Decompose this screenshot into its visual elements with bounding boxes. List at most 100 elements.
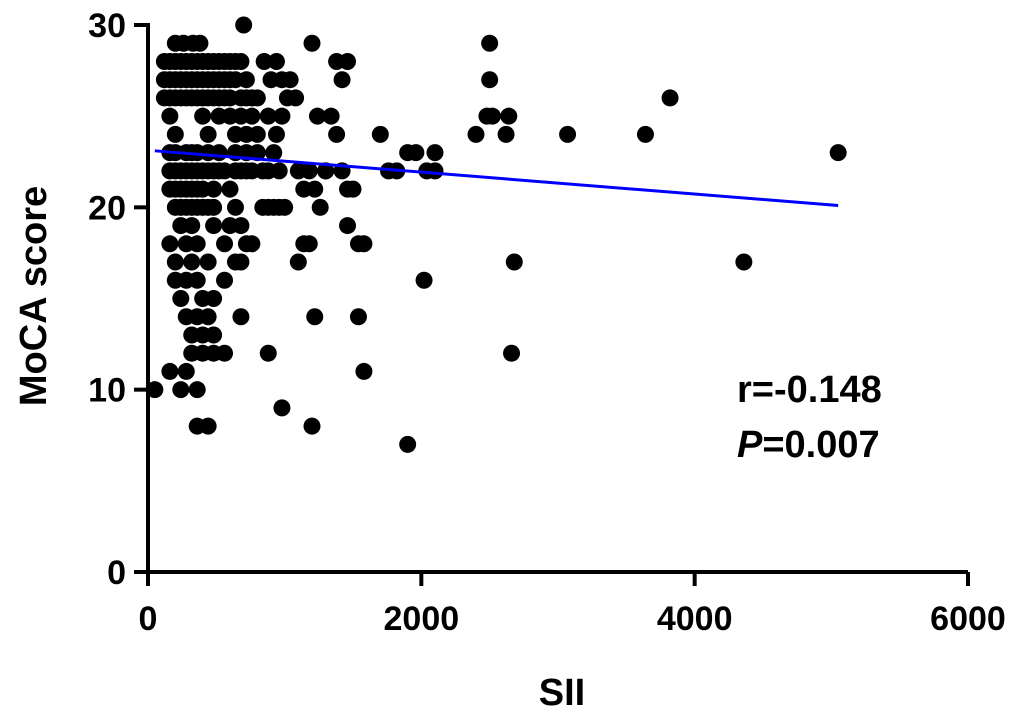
x-tick-label: 0 [139, 600, 158, 638]
data-point [194, 107, 212, 125]
data-point [188, 381, 206, 399]
data-point [248, 144, 266, 162]
data-point [735, 253, 753, 271]
data-point [226, 198, 244, 216]
data-point [177, 362, 195, 380]
data-point [306, 180, 324, 198]
data-point [661, 89, 679, 107]
p-value: =0.007 [762, 424, 879, 466]
data-point [273, 107, 291, 125]
correlation-annotation: r=-0.148 P=0.007 [737, 369, 882, 466]
data-point [232, 52, 250, 70]
data-point [344, 180, 362, 198]
regression-line [154, 149, 839, 208]
data-point [303, 34, 321, 52]
data-point [481, 34, 499, 52]
data-point [300, 235, 318, 253]
p-value-label: P=0.007 [737, 424, 880, 466]
data-point [426, 144, 444, 162]
data-point [308, 107, 326, 125]
data-point [355, 235, 373, 253]
p-symbol: P [737, 424, 763, 466]
data-point [303, 417, 321, 435]
data-point [199, 253, 217, 271]
data-point [306, 308, 324, 326]
data-point [161, 362, 179, 380]
x-tick-label: 6000 [930, 600, 1006, 638]
data-point [161, 235, 179, 253]
data-point [328, 52, 346, 70]
data-point [146, 381, 164, 399]
plot-area: 0 2000 4000 6000 0 10 20 30 [88, 7, 1006, 638]
data-point [188, 235, 206, 253]
data-point [210, 144, 228, 162]
x-tick-label: 4000 [657, 600, 733, 638]
data-point [349, 308, 367, 326]
data-point [199, 417, 217, 435]
data-point [262, 71, 280, 89]
data-point [205, 326, 223, 344]
data-point [265, 144, 283, 162]
axis-ticks: 0 2000 4000 6000 0 10 20 30 [88, 7, 1006, 638]
data-point [216, 271, 234, 289]
data-point [166, 253, 184, 271]
data-point [199, 308, 217, 326]
data-point [191, 34, 209, 52]
data-point [205, 290, 223, 307]
data-point [311, 198, 329, 216]
data-point [287, 89, 305, 107]
data-point [232, 217, 250, 235]
data-point [205, 180, 223, 198]
data-point [339, 217, 357, 235]
data-point [270, 162, 288, 180]
data-point [481, 71, 499, 89]
data-point [183, 253, 201, 271]
data-point [317, 162, 335, 180]
data-point [248, 125, 266, 143]
data-point [216, 344, 234, 362]
data-point [232, 308, 250, 326]
data-point [232, 253, 250, 271]
data-point [243, 235, 261, 253]
r-value-label: r=-0.148 [737, 369, 882, 411]
data-point [166, 125, 184, 143]
data-point [829, 144, 847, 162]
data-point [289, 253, 307, 271]
data-point [248, 89, 266, 107]
data-point [505, 253, 523, 271]
data-point [636, 125, 654, 143]
y-tick-label: 10 [88, 372, 126, 410]
y-tick-label: 20 [88, 189, 126, 227]
data-point [500, 107, 518, 125]
data-point [172, 290, 190, 307]
data-point [161, 107, 179, 125]
data-point [235, 16, 253, 34]
data-point [205, 198, 223, 216]
data-point [221, 180, 239, 198]
y-axis-title: MoCA score [13, 186, 55, 406]
data-point [328, 125, 346, 143]
data-point [322, 107, 340, 125]
data-point [267, 125, 285, 143]
data-point [243, 107, 261, 125]
y-tick-label: 0 [107, 554, 126, 592]
data-point [467, 125, 485, 143]
data-point [255, 52, 273, 70]
data-point [426, 162, 444, 180]
x-tick-label: 2000 [384, 600, 460, 638]
data-point [355, 362, 373, 380]
data-point [183, 217, 201, 235]
data-point [483, 107, 501, 125]
data-point [237, 71, 255, 89]
data-point [259, 107, 277, 125]
data-point [333, 71, 351, 89]
data-point [497, 125, 515, 143]
data-point [216, 235, 234, 253]
data-point [276, 198, 294, 216]
data-point [300, 162, 318, 180]
data-point [188, 271, 206, 289]
data-point [273, 399, 291, 417]
data-point [559, 125, 577, 143]
data-point [281, 71, 299, 89]
